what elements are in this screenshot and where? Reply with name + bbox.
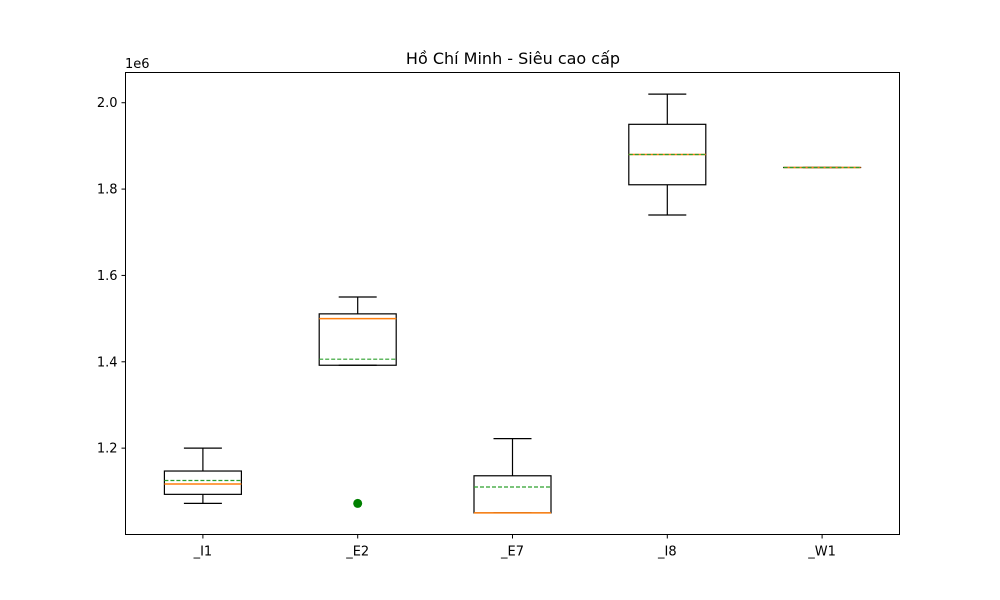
- box-group-e7: [473, 438, 552, 514]
- box-group-i1: [163, 447, 242, 505]
- x-tick-label: _W1: [807, 545, 836, 560]
- box-group-i8: [628, 93, 707, 216]
- box-body: [163, 470, 242, 495]
- y-tick-label: 1.2: [97, 442, 118, 457]
- y-tick-label: 1.6: [97, 269, 118, 284]
- y-axis-offset-label: 1e6: [125, 57, 150, 72]
- x-tick-label: _E2: [345, 545, 369, 560]
- x-tick-label: _I8: [657, 545, 677, 560]
- plot-frame: [125, 72, 900, 535]
- outlier-point: [353, 498, 363, 508]
- y-tick-label: 1.4: [97, 355, 118, 370]
- x-tick-label: _E7: [500, 545, 524, 560]
- chart-title: Hồ Chí Minh - Siêu cao cấp: [406, 49, 620, 68]
- y-tick-label: 2.0: [97, 96, 118, 111]
- box-body: [318, 313, 397, 366]
- y-tick-label: 1.8: [97, 183, 118, 198]
- plot-area: 1.2 1.4 1.6 1.8 2.0 _I1 _E2 _E7 _I8 _W1: [97, 93, 862, 560]
- x-tick-label: _I1: [193, 545, 213, 560]
- box-group-e2: [318, 296, 397, 508]
